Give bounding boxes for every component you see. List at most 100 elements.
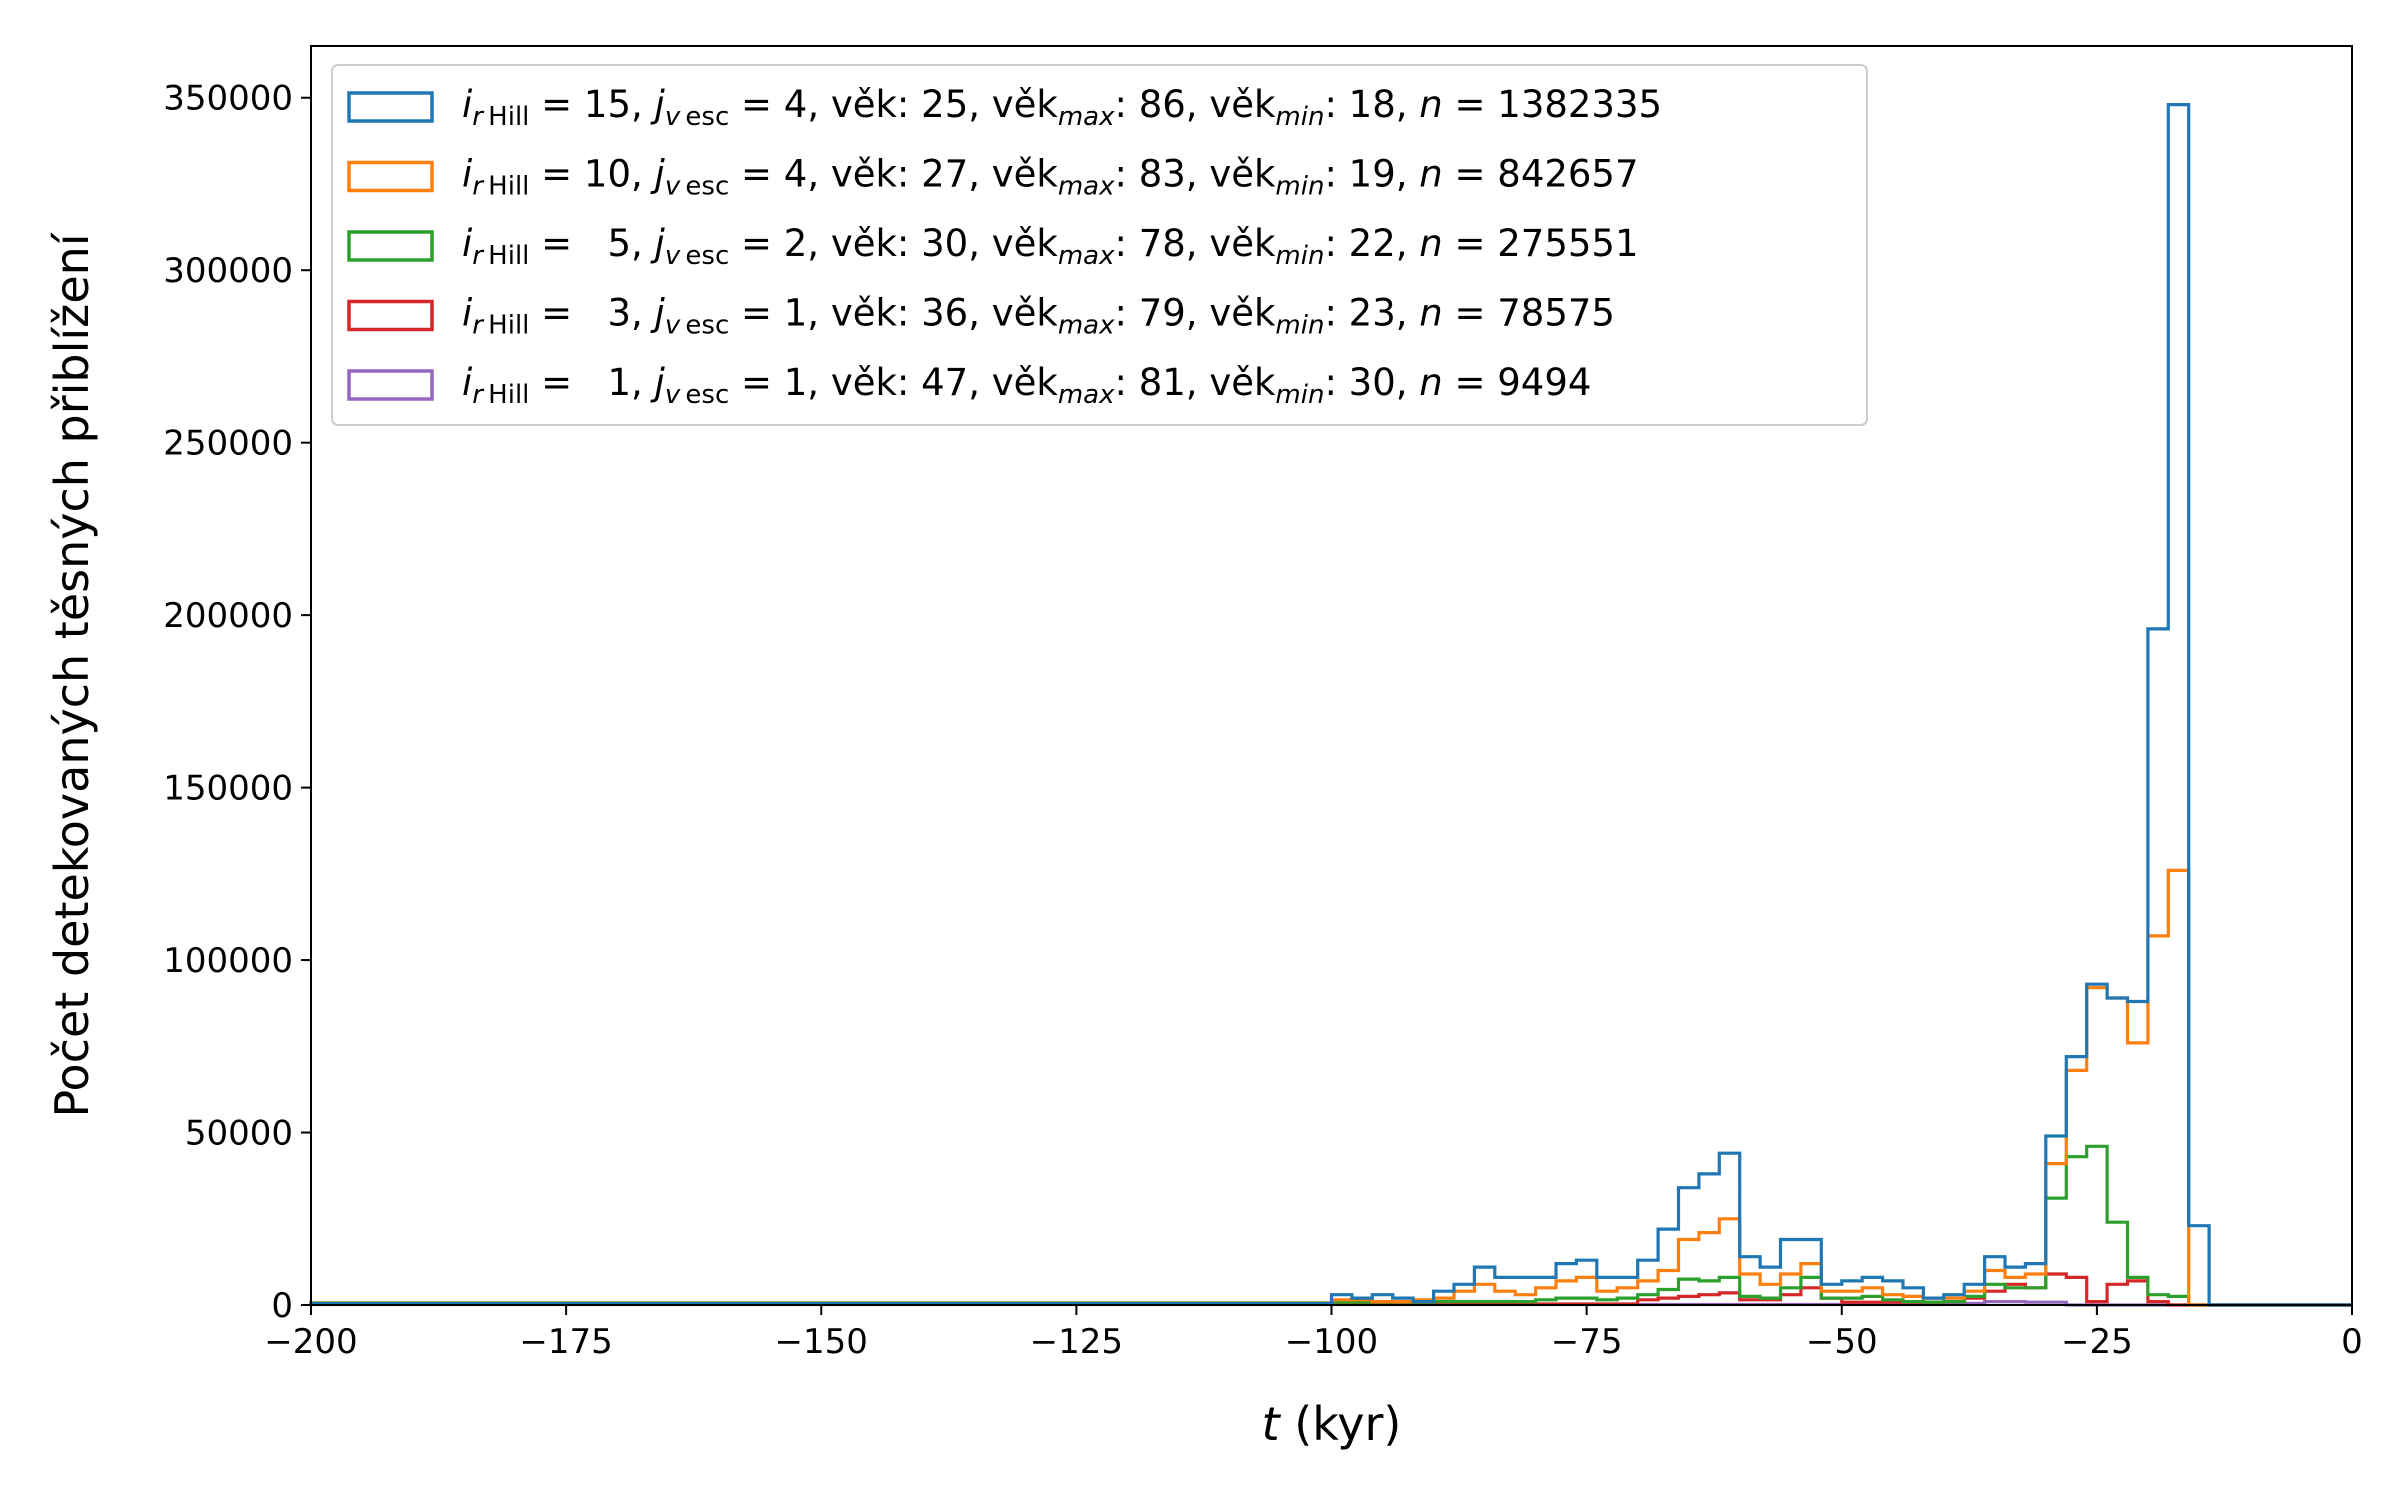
legend-text-part: : 86, věk	[1115, 83, 1276, 126]
legend-text-part: esc	[680, 241, 729, 271]
legend-text-part: n	[1419, 153, 1442, 196]
legend-entry-3: ir Hill = 5, jv esc = 2, věk: 30, věkmax…	[462, 222, 1639, 271]
y-tick-label: 200000	[163, 596, 293, 636]
legend-swatch-1	[347, 91, 434, 123]
legend-text-part: n	[1419, 292, 1442, 335]
histogram-series-1	[309, 103, 2352, 1307]
legend-text-part: : 22,	[1324, 222, 1419, 265]
y-axis-label: Počet detekovaných těsných přiblížení	[45, 232, 99, 1117]
legend-text-part: : 81, věk	[1114, 361, 1275, 404]
y-axis: 0 50000 100000 150000 200000 250000 300000 3500…	[163, 79, 311, 1326]
legend-text-part: Hill	[483, 172, 529, 202]
histogram-series-2	[309, 868, 2352, 1307]
legend-entry-5: ir Hill = 1, jv esc = 1, věk: 47, věkmax…	[462, 361, 1591, 410]
legend-text-part: Hill	[483, 380, 529, 410]
legend-entry-4: ir Hill = 3, jv esc = 1, věk: 36, věkmax…	[462, 292, 1615, 341]
legend-text-part: i	[462, 153, 473, 196]
legend-text-part: = 1, věk: 47, věk	[729, 361, 1058, 404]
legend-swatch-4	[347, 299, 434, 332]
legend-text-part: = 5,	[529, 222, 654, 265]
y-tick-label: 350000	[163, 79, 293, 119]
legend-text-part: v	[665, 102, 681, 132]
legend-text-part: = 4, věk: 25, věk	[729, 83, 1058, 126]
y-tick-label: 0	[271, 1286, 293, 1326]
legend-text-part: : 23,	[1324, 292, 1419, 335]
legend-text-part: = 1, věk: 36, věk	[729, 292, 1058, 335]
x-tick-label: −200	[264, 1322, 357, 1362]
legend-swatch-5	[347, 369, 434, 401]
legend-text-part: = 9494	[1443, 361, 1592, 404]
legend-text-part: esc	[680, 172, 729, 202]
legend-text-part: : 83, věk	[1115, 153, 1276, 196]
legend-text-part: = 275551	[1443, 222, 1639, 265]
legend-text-part: n	[1419, 361, 1442, 404]
legend-text-part: : 30,	[1324, 361, 1419, 404]
legend-text-part: = 15,	[529, 83, 654, 126]
legend-text-part: esc	[680, 102, 729, 132]
legend-text-part: min	[1275, 172, 1324, 202]
legend-text-part: : 19,	[1324, 153, 1419, 196]
legend-text-part: : 79, věk	[1114, 292, 1275, 335]
legend-text-part: = 842657	[1443, 153, 1639, 196]
y-tick-label: 50000	[185, 1114, 293, 1154]
x-axis-variable: t	[1262, 1397, 1282, 1451]
legend-entry-2: ir Hill = 10, jv esc = 4, věk: 27, věkma…	[462, 153, 1639, 202]
y-tick-label: 100000	[163, 941, 293, 981]
legend-text-part: max	[1058, 311, 1115, 341]
legend-text-part: esc	[680, 311, 729, 341]
x-axis-label: t (kyr)	[1262, 1397, 1402, 1451]
x-tick-label: 0	[2341, 1322, 2363, 1362]
x-axis-unit: (kyr)	[1280, 1397, 1402, 1451]
legend-text-part: Hill	[483, 311, 529, 341]
legend-text-part: v	[665, 311, 681, 341]
legend-text-part: i	[462, 292, 473, 335]
legend-text-part: min	[1275, 311, 1324, 341]
legend-text-part: = 2, věk: 30, věk	[729, 222, 1058, 265]
legend-text-part: = 1382335	[1443, 83, 1662, 126]
legend-text-part: max	[1058, 380, 1115, 410]
legend-text-part: v	[665, 380, 681, 410]
legend-text-part: i	[462, 83, 473, 126]
legend-text-part: min	[1275, 380, 1324, 410]
y-tick-label: 150000	[163, 769, 293, 809]
legend-text-part: r	[472, 241, 485, 271]
legend-text-part: : 78, věk	[1114, 222, 1275, 265]
x-tick-label: −175	[519, 1322, 612, 1362]
legend-text-part: min	[1275, 102, 1324, 132]
x-tick-label: −25	[2061, 1322, 2133, 1362]
legend-text-part: r	[472, 102, 485, 132]
legend-text-part: : 18,	[1324, 83, 1419, 126]
legend-text-part: = 3,	[529, 292, 654, 335]
legend-text-part: max	[1058, 241, 1115, 271]
legend-text-part: r	[472, 172, 485, 202]
legend-text-part: i	[462, 222, 473, 265]
legend-text-part: min	[1275, 241, 1324, 271]
legend-text-part: v	[665, 241, 681, 271]
legend-text-part: n	[1419, 222, 1442, 265]
legend-text-part: max	[1058, 102, 1115, 132]
x-tick-label: −100	[1285, 1322, 1378, 1362]
legend-text-part: = 4, věk: 27, věk	[729, 153, 1058, 196]
legend-text-part: esc	[680, 380, 729, 410]
x-axis: −200 −175 −150 −125 −100 −75 −50 −25 0	[264, 1305, 2363, 1362]
legend-text-part: r	[472, 311, 485, 341]
x-tick-label: −50	[1806, 1322, 1878, 1362]
legend-text-part: max	[1058, 172, 1115, 202]
legend-text-part: r	[472, 380, 485, 410]
x-tick-label: −150	[775, 1322, 868, 1362]
legend-text-part: Hill	[483, 241, 529, 271]
legend-swatch-2	[347, 160, 434, 193]
x-tick-label: −75	[1551, 1322, 1623, 1362]
legend-entry-1: ir Hill = 15, jv esc = 4, věk: 25, věkma…	[462, 83, 1662, 132]
legend-text-part: Hill	[483, 102, 529, 132]
legend: ir Hill = 15, jv esc = 4, věk: 25, věkma…	[331, 64, 1868, 426]
y-tick-label: 300000	[163, 251, 293, 291]
histogram-series-3	[309, 1144, 2352, 1307]
legend-box	[331, 64, 1868, 426]
legend-text-part: v	[665, 172, 681, 202]
legend-swatch-3	[347, 230, 434, 262]
legend-text-part: i	[462, 361, 473, 404]
legend-text-part: n	[1419, 83, 1442, 126]
legend-text-part: = 10,	[529, 153, 654, 196]
